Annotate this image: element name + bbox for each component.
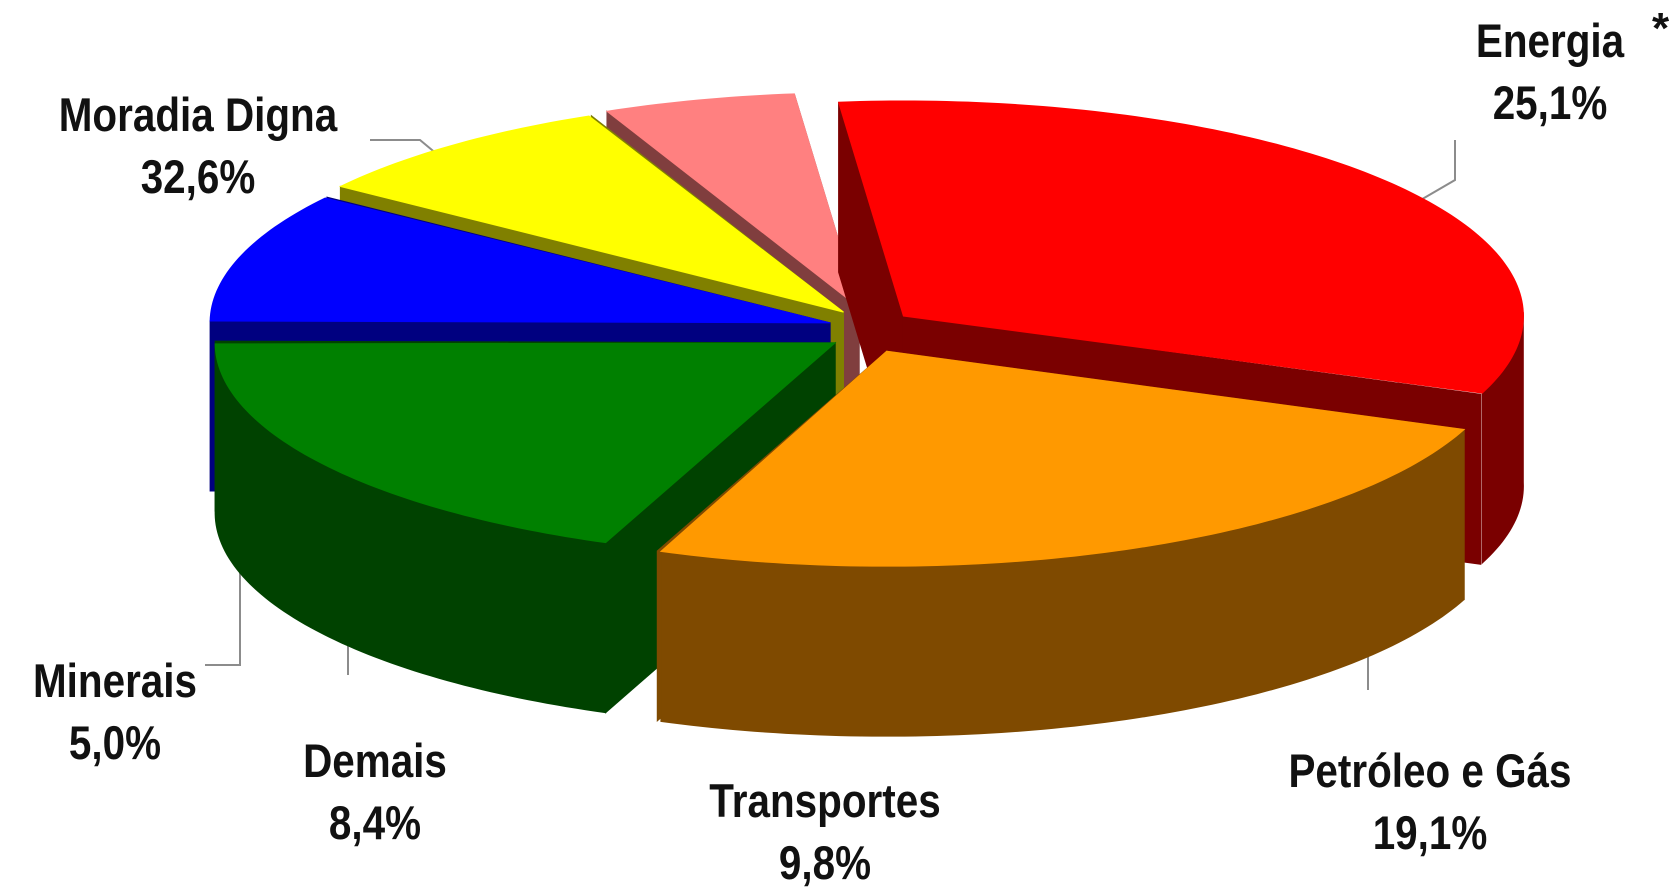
slice-top-moradia-digna — [837, 100, 1524, 394]
slice-top-petroleo-e-gas — [214, 342, 837, 544]
pie-slices — [209, 93, 1524, 737]
label-value: 32,6% — [140, 150, 256, 203]
label-value: 9,8% — [778, 836, 872, 889]
label-petroleo-e-gas: Petróleo e Gás 19,1% — [1258, 740, 1602, 864]
label-moradia-digna: Moradia Digna 32,6% — [43, 84, 353, 208]
label-value: 8,4% — [328, 796, 422, 849]
slice-top-minerais — [605, 93, 861, 310]
energia-asterisk-marker: * — [1652, 4, 1670, 53]
label-name: Demais — [303, 734, 447, 787]
label-value: 25,1% — [1492, 76, 1608, 129]
label-value: 19,1% — [1372, 806, 1488, 859]
slice-energia — [656, 350, 1466, 737]
label-name: Energia — [1475, 14, 1625, 67]
slice-top-demais — [338, 115, 844, 313]
label-transportes: Transportes 9,8% — [683, 770, 967, 894]
label-energia: Energia 25,1% — [1430, 10, 1671, 134]
slice-top-energia — [659, 350, 1466, 567]
label-minerais: Minerais 5,0% — [16, 650, 214, 774]
label-value: 5,0% — [68, 716, 162, 769]
slice-petroleo-e-gas — [214, 340, 837, 714]
label-demais: Demais 8,4% — [276, 730, 474, 854]
label-name: Transportes — [709, 774, 941, 827]
label-name: Moradia Digna — [58, 88, 338, 141]
label-name: Petróleo e Gás — [1288, 744, 1572, 797]
slice-top-transportes — [209, 197, 831, 324]
label-name: Minerais — [33, 654, 197, 707]
